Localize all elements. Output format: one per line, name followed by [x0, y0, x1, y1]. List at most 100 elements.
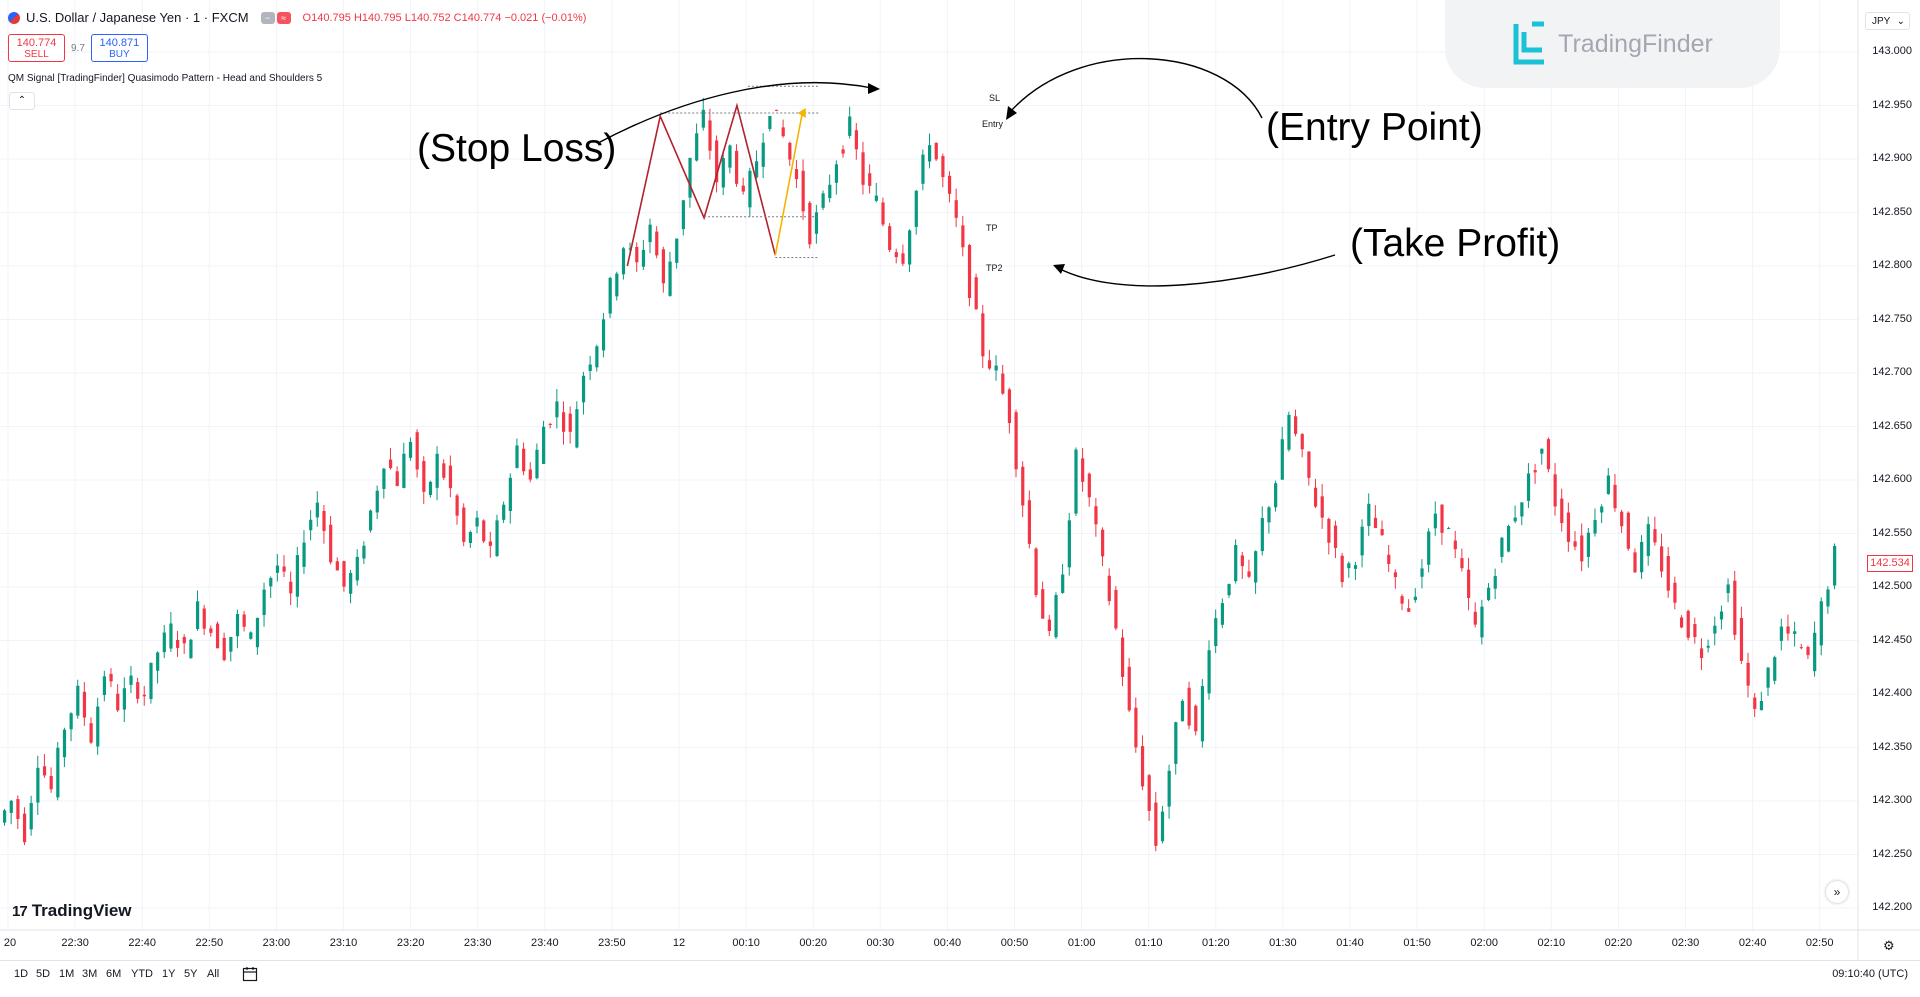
- candle-body: [335, 561, 339, 571]
- candle-body: [515, 445, 519, 468]
- candle-body: [1254, 551, 1258, 583]
- candle-body: [668, 261, 672, 296]
- take-profit-annotation: (Take Profit): [1350, 222, 1561, 265]
- candle-body: [1626, 512, 1630, 549]
- candle-body: [688, 157, 692, 198]
- candle-body: [961, 225, 965, 248]
- candle-body: [1127, 666, 1131, 711]
- candle-body: [202, 608, 206, 629]
- candle-body: [42, 766, 47, 776]
- candle-body: [1506, 526, 1511, 552]
- range-button-5y[interactable]: 5Y: [184, 968, 198, 980]
- candle-body: [542, 426, 546, 464]
- candle-body: [1460, 558, 1464, 569]
- range-button-5d[interactable]: 5D: [36, 968, 51, 980]
- candle-body: [69, 713, 73, 730]
- candle-body: [1633, 552, 1637, 573]
- candle-body: [1373, 517, 1378, 528]
- level-entry-label: Entry: [982, 119, 1004, 129]
- candle-body: [1407, 608, 1411, 612]
- candle-body: [1107, 575, 1111, 602]
- trade-buttons: 140.774 SELL 9.7 140.871 BUY: [8, 34, 148, 62]
- current-price-label: 142.534: [1867, 555, 1913, 572]
- candle-body: [122, 688, 126, 710]
- candle-body: [1433, 513, 1437, 529]
- candle-body: [675, 238, 679, 263]
- indicator-title[interactable]: QM Signal [TradingFinder] Quasimodo Patt…: [8, 73, 323, 84]
- range-button-1y[interactable]: 1Y: [162, 968, 176, 980]
- candle-body: [974, 277, 978, 310]
- range-button-ytd[interactable]: YTD: [131, 968, 153, 980]
- candle-body: [1014, 412, 1018, 470]
- range-button-all[interactable]: All: [207, 968, 220, 980]
- range-button-1m[interactable]: 1M: [59, 968, 75, 980]
- time-scale-label: 01:50: [1403, 937, 1431, 949]
- time-scale-label: 23:10: [329, 937, 358, 949]
- candle-body: [96, 706, 100, 747]
- candle-body: [1666, 556, 1670, 591]
- stop-loss-arrow: [599, 82, 873, 143]
- time-scale-label: 00:50: [1000, 937, 1029, 949]
- candle-body: [1513, 517, 1517, 522]
- candle-body: [1054, 595, 1058, 638]
- candle-body: [801, 170, 805, 212]
- candle-body: [1081, 458, 1085, 482]
- candle-body: [1486, 587, 1491, 601]
- sell-button[interactable]: 140.774 SELL: [8, 34, 65, 62]
- candle-body: [615, 273, 619, 297]
- scroll-to-realtime-button[interactable]: »: [1826, 881, 1848, 903]
- wave-icon[interactable]: ≈: [276, 11, 291, 24]
- candle-body: [568, 413, 572, 432]
- level-tp-label: TP: [986, 223, 998, 233]
- tradingview-logo[interactable]: 17 TradingView: [12, 901, 132, 921]
- candle-body: [9, 800, 13, 813]
- candle-body: [715, 140, 719, 183]
- ohlc-open: O140.795: [302, 11, 351, 24]
- candle-body: [814, 212, 819, 234]
- price-scale[interactable]: 143.000 142.950 142.900 142.850 142.800 142.7…: [1858, 0, 1920, 940]
- candle-body: [528, 469, 532, 480]
- candle-body: [941, 156, 945, 178]
- candle-body: [1327, 518, 1331, 543]
- symbol-title[interactable]: U.S. Dollar / Japanese Yen · 1 · FXCM: [26, 10, 249, 25]
- candle-body: [581, 375, 586, 403]
- candle-body: [1214, 618, 1218, 647]
- settings-gear-icon[interactable]: ⚙: [1883, 938, 1895, 953]
- time-scale-label: 01:40: [1336, 937, 1364, 949]
- candle-body: [176, 639, 180, 648]
- candle-body: [1347, 563, 1351, 569]
- candle-body: [1320, 496, 1324, 518]
- entry-point-arrow: [1009, 57, 1263, 119]
- level-sl-label: SL: [989, 93, 1001, 103]
- candle-body: [1260, 518, 1264, 552]
- candle-body: [934, 142, 938, 160]
- collapse-indicators-button[interactable]: ⌃: [9, 92, 35, 110]
- buy-button[interactable]: 140.871 BUY: [90, 34, 148, 62]
- minus-icon[interactable]: −: [260, 11, 275, 24]
- candle-body: [1427, 531, 1431, 565]
- candle-body: [1447, 528, 1451, 530]
- currency-select[interactable]: JPY ⌄: [1865, 12, 1910, 30]
- clock[interactable]: 09:10:40 (UTC): [1832, 968, 1908, 980]
- price-scale-label: 142.200: [1872, 901, 1912, 913]
- candle-body: [289, 581, 293, 594]
- candle-body: [82, 691, 87, 718]
- candle-body: [169, 623, 173, 649]
- price-scale-label: 142.250: [1872, 847, 1912, 860]
- range-button-3m[interactable]: 3M: [82, 968, 98, 980]
- range-button-1d[interactable]: 1D: [14, 968, 29, 980]
- time-scale-label: 02:30: [1671, 937, 1700, 949]
- price-scale-label: 143.000: [1872, 45, 1912, 57]
- price-scale-label: 142.700: [1872, 366, 1912, 378]
- candle-body: [408, 441, 413, 458]
- candle-body: [928, 145, 932, 162]
- range-button-6m[interactable]: 6M: [106, 968, 122, 980]
- candle-body: [1034, 548, 1038, 596]
- time-scale-label: 00:30: [866, 937, 895, 949]
- tradingfinder-logo-text: TradingFinder: [1558, 29, 1713, 58]
- candle-body: [1693, 624, 1697, 638]
- price-scale-label: 142.750: [1872, 312, 1912, 325]
- candle-body: [1340, 555, 1344, 583]
- calendar-icon[interactable]: [242, 966, 258, 982]
